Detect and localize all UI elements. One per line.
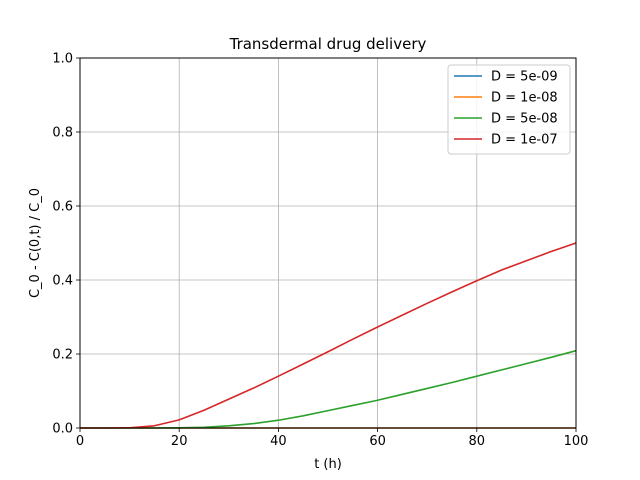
legend-label: D = 5e-09 — [491, 70, 558, 85]
legend-label: D = 1e-07 — [491, 133, 558, 148]
y-tick-label: 0.6 — [52, 200, 73, 215]
legend-box — [447, 64, 571, 155]
legend-label: D = 1e-08 — [491, 91, 558, 106]
x-tick-label: 100 — [564, 434, 589, 449]
y-tick-label: 0.4 — [52, 274, 73, 289]
y-tick-label: 1.0 — [52, 52, 73, 67]
x-tick-label: 80 — [469, 434, 486, 449]
x-tick-label: 40 — [270, 434, 287, 449]
legend-label: D = 5e-08 — [491, 112, 558, 127]
y-tick-label: 0.0 — [52, 422, 73, 437]
ticks: 0 20 40 60 80 100 0.0 0.2 0.4 0.6 0.8 1.0 — [52, 52, 588, 450]
series-line-d-1e-07 — [80, 242, 577, 429]
x-tick-label: 0 — [76, 434, 84, 449]
x-tick-label: 60 — [369, 434, 386, 449]
chart-title: Transdermal drug delivery — [229, 35, 427, 53]
y-tick-label: 0.2 — [52, 348, 73, 363]
y-axis-label: C_0 - C(0,t) / C_0 — [28, 188, 43, 298]
legend: D = 5e-09 D = 1e-08 D = 5e-08 D = 1e-07 — [447, 64, 571, 155]
y-tick-label: 0.8 — [52, 126, 73, 141]
x-axis-label: t (h) — [314, 457, 342, 472]
x-tick-label: 20 — [171, 434, 188, 449]
plot-frame — [79, 57, 577, 429]
